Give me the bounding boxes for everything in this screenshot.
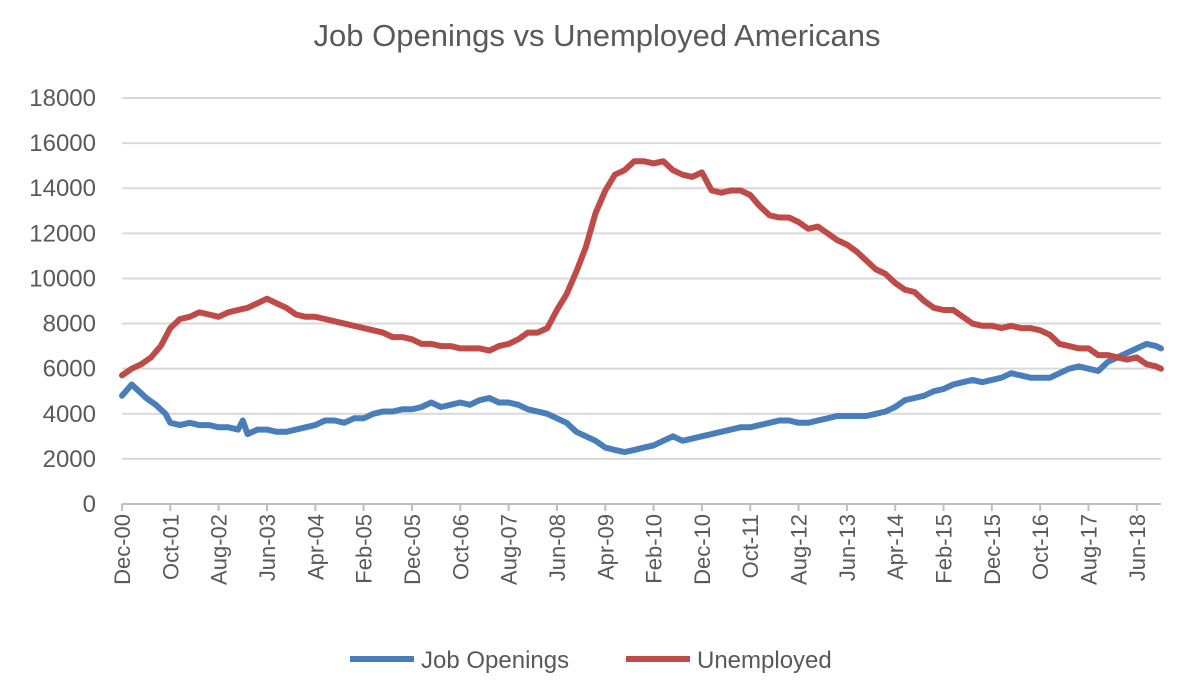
- x-tick-label: Oct-16: [1028, 514, 1053, 580]
- x-tick-label: Oct-11: [738, 514, 763, 578]
- y-tick-label: 2000: [43, 446, 96, 473]
- legend-label-job-openings: Job Openings: [421, 647, 569, 674]
- y-tick-label: 14000: [29, 175, 96, 202]
- y-tick-label: 16000: [29, 130, 96, 157]
- x-tick-label: Apr-04: [303, 514, 328, 580]
- y-tick-label: 0: [83, 491, 96, 518]
- y-axis-ticks: 0 2000 4000 6000 8000 10000 12000 14000 16000 180…: [29, 85, 96, 518]
- x-tick-label: Dec-15: [980, 514, 1005, 585]
- x-tick-label: Dec-00: [110, 514, 135, 585]
- y-tick-label: 4000: [43, 401, 96, 428]
- y-tick-label: 8000: [43, 311, 96, 338]
- y-tick-label: 12000: [29, 220, 96, 247]
- y-tick-label: 18000: [29, 85, 96, 112]
- x-tick-label: Dec-05: [400, 514, 425, 585]
- x-tick-label: Feb-10: [642, 514, 667, 584]
- chart-title: Job Openings vs Unemployed Americans: [314, 18, 881, 53]
- y-tick-label: 6000: [43, 356, 96, 383]
- x-tick-label: Jun-18: [1125, 514, 1150, 581]
- legend-label-unemployed: Unemployed: [697, 647, 832, 674]
- x-tick-label: Apr-09: [593, 514, 618, 580]
- x-tick-label: Feb-15: [932, 514, 957, 584]
- series-line-unemployed: [119, 158, 1164, 379]
- gridlines: [122, 97, 1161, 505]
- x-tick-label: Jun-03: [255, 514, 280, 581]
- x-tick-label: Aug-12: [787, 514, 812, 585]
- series-line-job-openings: [119, 340, 1164, 456]
- x-tick-label: Aug-02: [207, 514, 232, 585]
- y-tick-label: 10000: [29, 265, 96, 292]
- x-tick-label: Jun-13: [835, 514, 860, 581]
- x-axis-ticks: Dec-00 Oct-01 Aug-02 Jun-03 Apr-04 Feb-05 Dec-…: [110, 504, 1150, 585]
- x-tick-label: Feb-05: [352, 514, 377, 584]
- x-tick-label: Dec-10: [690, 514, 715, 585]
- x-tick-label: Oct-06: [448, 514, 473, 580]
- legend: Job Openings Unemployed: [350, 647, 832, 674]
- x-tick-label: Oct-01: [158, 514, 183, 580]
- x-tick-label: Jun-08: [545, 514, 570, 581]
- x-tick-label: Apr-14: [883, 514, 908, 580]
- x-tick-label: Aug-07: [497, 514, 522, 585]
- series-lines: [119, 158, 1164, 456]
- x-tick-label: Aug-17: [1077, 514, 1102, 585]
